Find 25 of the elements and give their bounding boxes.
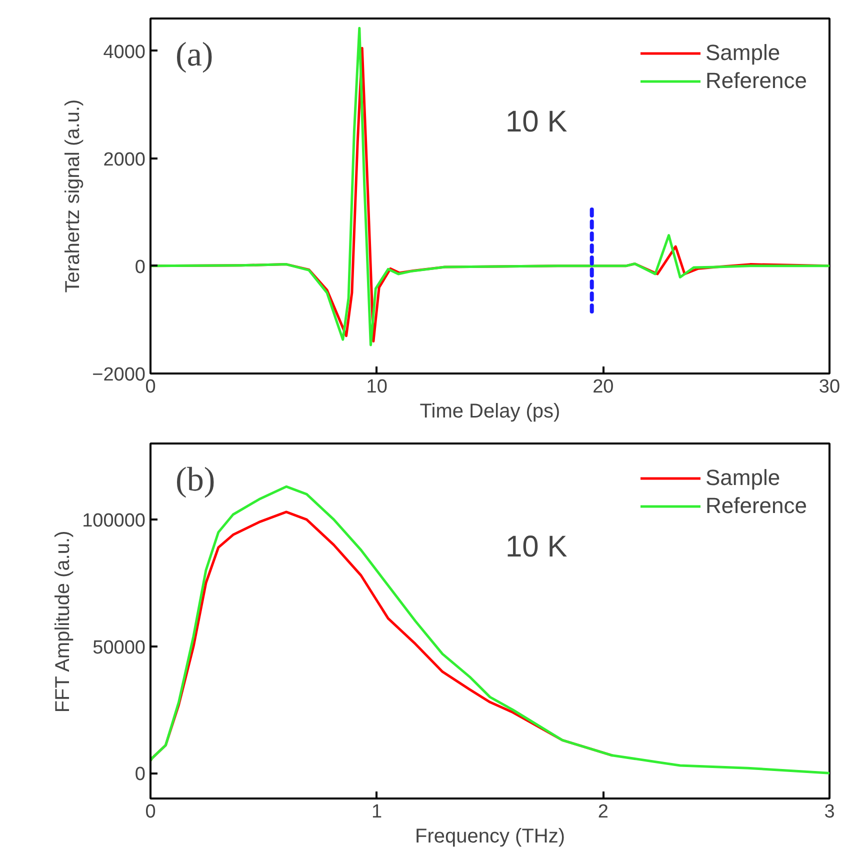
annotation: (b)	[176, 462, 216, 498]
x-tick-label: 2	[598, 802, 608, 822]
y-tick-label: 0	[134, 256, 146, 278]
legend-label: Reference	[705, 68, 807, 94]
y-tick-label: 2000	[103, 149, 146, 170]
y-axis-title: FFT Amplitude (a.u.)	[52, 530, 74, 713]
annotation: 10 K	[506, 530, 568, 564]
legend-label: Sample	[705, 40, 780, 66]
y-axis-title: Terahertz signal (a.u.)	[62, 99, 84, 293]
annotation: (a)	[176, 36, 214, 74]
annotation: 10 K	[506, 106, 568, 138]
x-axis-title: Frequency (THz)	[414, 826, 566, 848]
y-tick-label: −2000	[92, 364, 146, 386]
y-tick-label: 50000	[92, 637, 146, 658]
x-axis-title: Time Delay (ps)	[420, 400, 560, 422]
y-tick-label: 4000	[103, 42, 146, 63]
x-tick-label: 1	[372, 802, 382, 822]
legend-label: Reference	[705, 493, 807, 519]
x-tick-label: 30	[818, 376, 840, 398]
y-tick-label: 0	[134, 764, 146, 786]
legend-label: Sample	[705, 465, 780, 491]
x-tick-label: 20	[592, 376, 614, 398]
x-tick-label: 3	[824, 802, 835, 822]
x-tick-label: 10	[366, 376, 388, 398]
y-tick-label: 100000	[82, 510, 146, 532]
